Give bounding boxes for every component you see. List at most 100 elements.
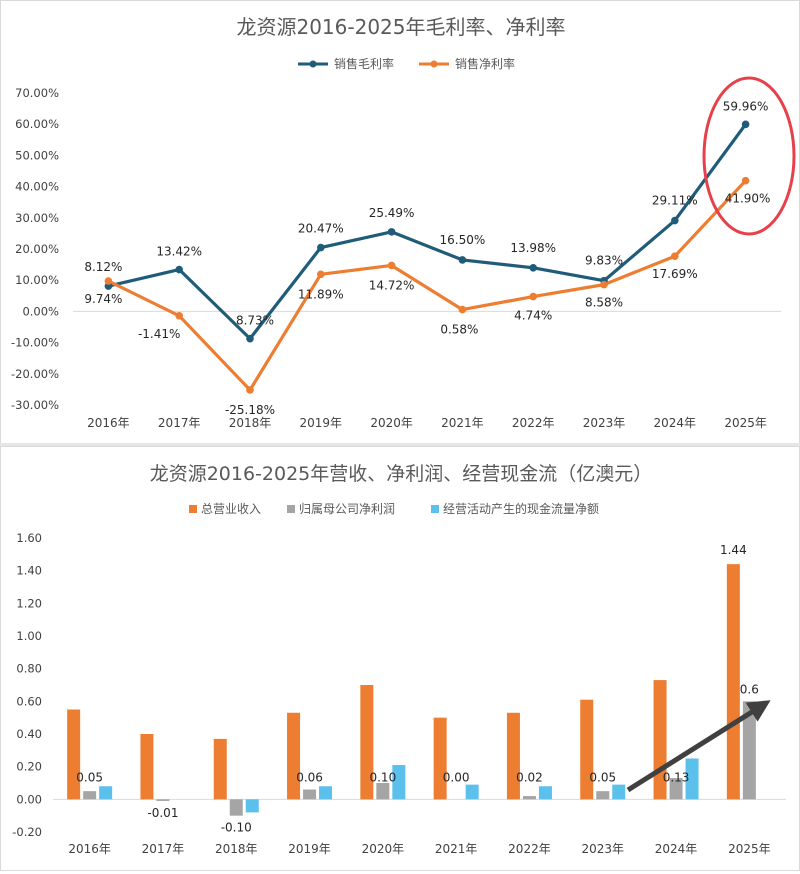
- bar-3: [245, 799, 259, 813]
- y-tick-label: -30.00%: [11, 398, 59, 412]
- data-label: 20.47%: [298, 222, 344, 236]
- legend-swatch-1: [189, 505, 197, 513]
- data-point: [458, 256, 467, 264]
- y-tick-label: 0.60: [16, 694, 42, 708]
- x-tick-label: 2017年: [142, 842, 185, 856]
- data-point: [671, 252, 679, 261]
- data-point: [741, 120, 750, 129]
- bar-1: [67, 709, 81, 800]
- bar-2: [522, 796, 536, 800]
- x-tick-label: 2023年: [581, 842, 624, 856]
- bar-3: [465, 784, 479, 800]
- y-tick-label: 0.20: [16, 760, 42, 774]
- y-tick-label: 50.00%: [15, 148, 59, 162]
- bar-2: [596, 791, 610, 800]
- data-point: [529, 292, 537, 301]
- data-label: 0.58%: [440, 323, 478, 337]
- data-point: [246, 386, 254, 394]
- x-tick-label: 2018年: [229, 416, 272, 430]
- data-label: 1.44: [720, 543, 747, 557]
- legend-marker-2: [430, 60, 438, 68]
- bar-1: [360, 685, 374, 800]
- chart-title: 龙资源2016-2025年毛利率、净利率: [236, 15, 565, 39]
- data-label: 59.96%: [723, 99, 769, 113]
- legend-swatch-3: [431, 505, 439, 513]
- bar-1: [213, 738, 227, 800]
- y-tick-label: 1.20: [16, 596, 42, 610]
- revenue-chart-panel: 龙资源2016-2025年营收、净利润、经营现金流（亿澳元） 总营业收入 归属母公司…: [0, 446, 800, 871]
- data-point: [671, 216, 679, 225]
- bar-3: [99, 786, 113, 800]
- y-tick-label: 60.00%: [15, 117, 59, 131]
- bar-1: [140, 734, 154, 800]
- x-tick-label: 2022年: [512, 416, 555, 430]
- legend-label-1: 销售毛利率: [334, 56, 394, 71]
- x-tick-label: 2020年: [370, 416, 413, 430]
- y-tick-label: 0.40: [16, 727, 42, 741]
- y-tick-label: -10.00%: [11, 336, 59, 350]
- x-tick-label: 2018年: [215, 842, 258, 856]
- x-tick-label: 2023年: [583, 416, 626, 430]
- chart-title: 龙资源2016-2025年营收、净利润、经营现金流（亿澳元）: [150, 463, 653, 485]
- data-point: [317, 270, 325, 279]
- data-label: 14.72%: [369, 278, 415, 292]
- x-tick-label: 2016年: [87, 416, 130, 430]
- bar-3: [319, 786, 333, 800]
- data-label: 11.89%: [298, 287, 344, 301]
- bar-1: [287, 712, 301, 800]
- bar-1: [433, 717, 447, 800]
- data-label: 8.12%: [84, 260, 122, 274]
- x-tick-label: 2021年: [441, 416, 484, 430]
- data-label: 9.83%: [585, 254, 623, 268]
- data-label: 0.06: [296, 770, 323, 784]
- data-label: 0.10: [369, 770, 396, 784]
- data-label: 8.58%: [585, 296, 623, 310]
- data-point: [387, 261, 396, 270]
- data-label: 0.13: [663, 770, 690, 784]
- y-tick-label: 30.00%: [15, 211, 59, 225]
- x-tick-label: 2016年: [68, 842, 111, 856]
- data-point: [175, 265, 183, 274]
- data-label: 17.69%: [652, 267, 698, 281]
- data-label: 13.42%: [156, 245, 202, 259]
- bar-3: [392, 765, 406, 800]
- legend-label-3: 经营活动产生的现金流量净额: [443, 501, 599, 516]
- series-line-1: [106, 122, 748, 341]
- data-point: [246, 334, 254, 343]
- x-tick-label: 2025年: [724, 416, 767, 430]
- data-label: 0.05: [589, 770, 616, 784]
- bar-2: [156, 799, 170, 801]
- data-label: -0.01: [147, 806, 178, 820]
- y-tick-label: 0.80: [16, 662, 42, 676]
- bar-3: [612, 784, 626, 800]
- legend-swatch-2: [287, 505, 295, 513]
- bar-2: [303, 789, 317, 800]
- bar-2: [229, 799, 243, 816]
- y-tick-label: 10.00%: [15, 273, 59, 287]
- data-label: 0.6: [740, 682, 759, 696]
- bar-1: [506, 712, 520, 800]
- data-point: [529, 263, 537, 272]
- x-tick-label: 2021年: [435, 842, 478, 856]
- x-tick-label: 2019年: [288, 842, 331, 856]
- x-tick-label: 2024年: [655, 842, 698, 856]
- legend-label-1: 总营业收入: [201, 502, 261, 516]
- data-point: [387, 228, 396, 236]
- bar-2: [83, 791, 97, 800]
- bar-2: [669, 778, 683, 800]
- x-tick-label: 2024年: [654, 416, 697, 430]
- y-tick-label: 20.00%: [15, 242, 59, 256]
- data-label: 0.05: [76, 770, 103, 784]
- x-tick-label: 2025年: [728, 842, 771, 856]
- data-point: [175, 311, 183, 320]
- y-tick-label: 40.00%: [15, 180, 59, 194]
- bar-2: [742, 701, 756, 800]
- y-tick-label: -20.00%: [11, 367, 59, 381]
- y-tick-label: 1.40: [16, 564, 42, 578]
- margin-chart-panel: 龙资源2016-2025年毛利率、净利率 销售毛利率 销售净利率 70.00% 60.0…: [0, 0, 800, 444]
- data-label: -0.10: [221, 821, 252, 835]
- revenue-bar-chart: 龙资源2016-2025年营收、净利润、经营现金流（亿澳元） 总营业收入 归属母公司…: [12, 463, 786, 856]
- data-label: 0.00: [443, 770, 470, 784]
- bar-3: [538, 786, 552, 800]
